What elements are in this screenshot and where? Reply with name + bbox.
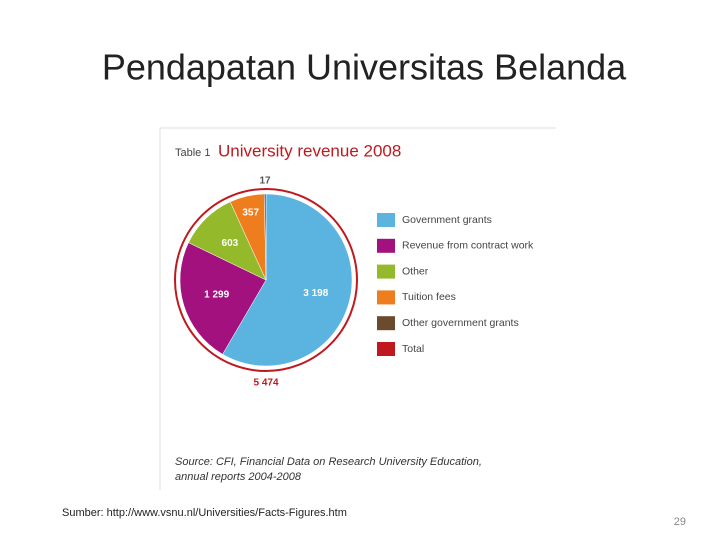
legend-label: Other government grants: [402, 317, 519, 329]
data-label: 357: [242, 208, 259, 219]
pie-slice: [264, 193, 267, 281]
footnote: Sumber: http://www.vsnu.nl/Universities/…: [62, 507, 347, 519]
chart-label: Table 1: [175, 147, 210, 159]
legend-label: Tuition fees: [402, 291, 456, 303]
data-label: 17: [259, 176, 271, 187]
slide-title: Pendapatan Universitas Belanda: [102, 47, 627, 88]
legend-swatch: [377, 238, 395, 253]
total-ring: [174, 188, 358, 372]
legend-swatch: [377, 342, 395, 356]
legend-swatch: [377, 264, 395, 279]
data-label: 603: [222, 238, 239, 249]
legend-label: Government grants: [402, 214, 492, 226]
total-label: 5 474: [253, 378, 278, 389]
data-label: 1 299: [204, 290, 229, 301]
data-label: 3 198: [303, 288, 328, 299]
pie-slice: [179, 242, 267, 355]
legend-label: Total: [402, 343, 424, 355]
chart-source: Source: CFI, Financial Data on Research …: [175, 456, 482, 468]
legend-swatch: [377, 290, 395, 305]
legend-swatch: [377, 316, 395, 331]
chart-source: annual reports 2004-2008: [175, 471, 302, 483]
pie-slice: [222, 193, 353, 367]
legend-label: Other: [402, 265, 429, 277]
legend-label: Revenue from contract work: [402, 240, 534, 252]
page-number: 29: [674, 516, 686, 528]
legend-swatch: [377, 213, 395, 227]
chart-title: University revenue 2008: [218, 141, 401, 160]
